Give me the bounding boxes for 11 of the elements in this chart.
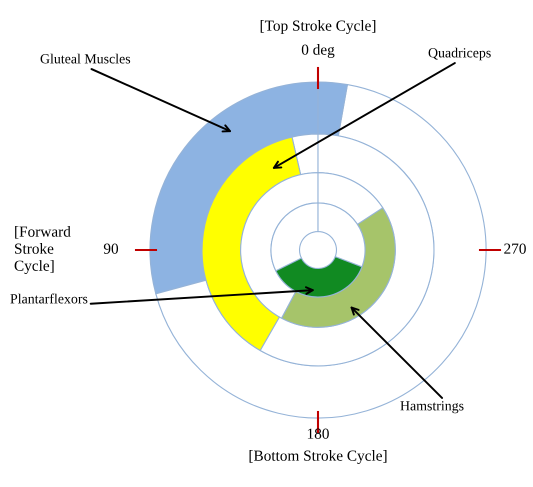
text: 0 deg (302, 44, 334, 58)
slice-label: Hamstrings (400, 401, 464, 414)
slice-label: Quadriceps (428, 48, 491, 60)
text: [Bottom Stroke Cycle] (250, 450, 386, 464)
text: [Top Stroke Cycle] (260, 20, 376, 34)
slice-label: Plantarflexors (10, 294, 88, 304)
slice-label: Gluteal Muscles (40, 54, 130, 64)
text: 90 (104, 244, 118, 254)
text: 270 (504, 244, 526, 254)
text: [Forward Stroke Cycle] (14, 226, 71, 274)
text: 180 (308, 428, 329, 439)
